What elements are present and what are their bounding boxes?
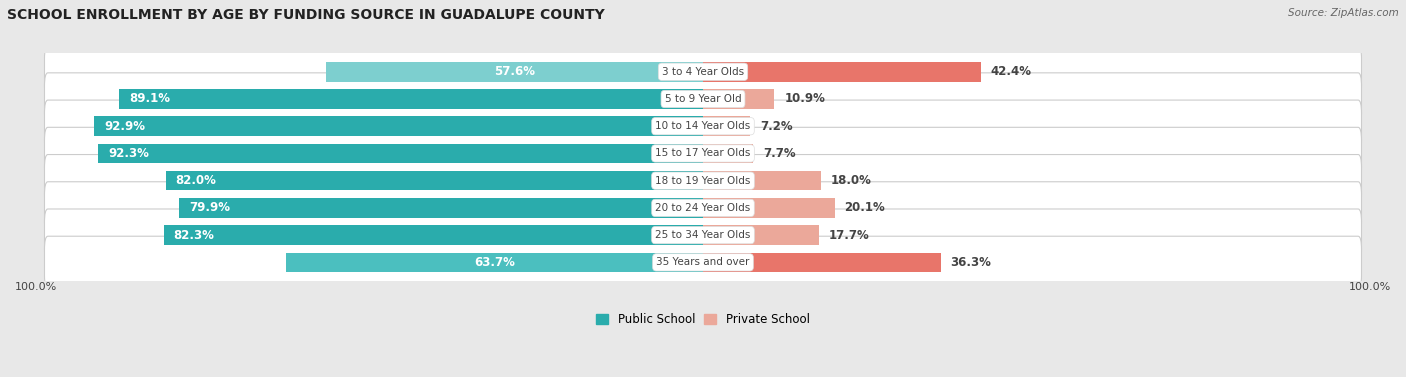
Bar [703, 144, 754, 163]
Text: 7.7%: 7.7% [763, 147, 796, 160]
Text: 17.7%: 17.7% [828, 228, 869, 242]
Text: SCHOOL ENROLLMENT BY AGE BY FUNDING SOURCE IN GUADALUPE COUNTY: SCHOOL ENROLLMENT BY AGE BY FUNDING SOUR… [7, 8, 605, 21]
Text: 18.0%: 18.0% [831, 174, 872, 187]
Bar [163, 225, 703, 245]
Text: 25 to 34 Year Olds: 25 to 34 Year Olds [655, 230, 751, 240]
Bar [703, 253, 941, 272]
Bar [166, 171, 703, 190]
Text: 20 to 24 Year Olds: 20 to 24 Year Olds [655, 203, 751, 213]
Bar [703, 198, 835, 218]
Bar [94, 116, 703, 136]
Text: 5 to 9 Year Old: 5 to 9 Year Old [665, 94, 741, 104]
Text: 92.3%: 92.3% [108, 147, 149, 160]
Bar [703, 62, 981, 81]
Text: 42.4%: 42.4% [991, 65, 1032, 78]
Text: 82.3%: 82.3% [173, 228, 215, 242]
Bar [703, 225, 818, 245]
Legend: Public School, Private School: Public School, Private School [596, 313, 810, 326]
Bar [326, 62, 703, 81]
Bar [285, 253, 703, 272]
Bar [120, 89, 703, 109]
Text: 89.1%: 89.1% [129, 92, 170, 106]
Text: 10.9%: 10.9% [785, 92, 825, 106]
Text: 20.1%: 20.1% [845, 201, 886, 215]
Text: 79.9%: 79.9% [190, 201, 231, 215]
FancyBboxPatch shape [45, 100, 1361, 152]
Text: 3 to 4 Year Olds: 3 to 4 Year Olds [662, 67, 744, 77]
FancyBboxPatch shape [45, 182, 1361, 234]
Text: 35 Years and over: 35 Years and over [657, 257, 749, 267]
FancyBboxPatch shape [45, 127, 1361, 179]
Text: 10 to 14 Year Olds: 10 to 14 Year Olds [655, 121, 751, 131]
Text: 15 to 17 Year Olds: 15 to 17 Year Olds [655, 149, 751, 158]
Bar [703, 116, 751, 136]
Bar [98, 144, 703, 163]
FancyBboxPatch shape [45, 236, 1361, 288]
Bar [180, 198, 703, 218]
Text: 18 to 19 Year Olds: 18 to 19 Year Olds [655, 176, 751, 186]
FancyBboxPatch shape [45, 155, 1361, 207]
FancyBboxPatch shape [45, 209, 1361, 261]
Text: 100.0%: 100.0% [1348, 282, 1391, 292]
Text: Source: ZipAtlas.com: Source: ZipAtlas.com [1288, 8, 1399, 18]
Text: 63.7%: 63.7% [474, 256, 515, 269]
Bar [703, 89, 775, 109]
Bar [703, 171, 821, 190]
Text: 36.3%: 36.3% [950, 256, 991, 269]
Text: 100.0%: 100.0% [15, 282, 58, 292]
Text: 92.9%: 92.9% [104, 120, 145, 133]
Text: 82.0%: 82.0% [176, 174, 217, 187]
Text: 57.6%: 57.6% [494, 65, 534, 78]
FancyBboxPatch shape [45, 46, 1361, 98]
Text: 7.2%: 7.2% [761, 120, 793, 133]
FancyBboxPatch shape [45, 73, 1361, 125]
